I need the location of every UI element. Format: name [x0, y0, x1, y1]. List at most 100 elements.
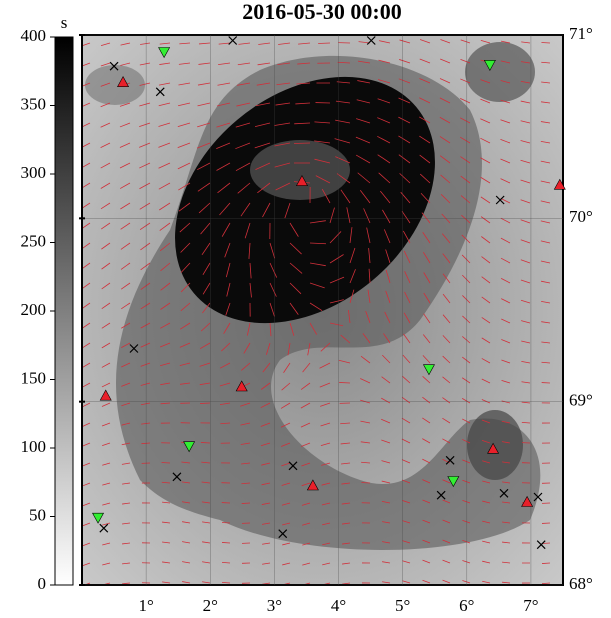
triangle-marker [483, 60, 496, 71]
flow-arrow [541, 321, 551, 324]
flow-arrow [440, 39, 451, 44]
flow-arrow [82, 322, 91, 329]
flow-arrow [422, 519, 431, 524]
flow-arrow [423, 272, 431, 284]
flow-arrow [540, 101, 551, 104]
flow-arrow [82, 522, 91, 527]
flow-arrow [480, 98, 491, 104]
flow-arrow [100, 222, 111, 230]
flow-arrow [281, 442, 291, 447]
colorbar-tick-label: 0 [38, 574, 47, 593]
flow-arrow [121, 422, 131, 426]
flow-arrow [159, 242, 171, 252]
flow-arrow [100, 202, 111, 210]
flow-arrow [158, 162, 171, 169]
flow-arrow [401, 396, 411, 404]
flow-arrow [314, 140, 331, 144]
flow-arrow [198, 42, 211, 45]
flow-arrow [240, 442, 251, 445]
flow-arrow [335, 119, 351, 124]
flow-arrow [442, 253, 451, 264]
flow-arrow [541, 301, 551, 304]
flow-arrow [349, 289, 355, 304]
flow-arrow [181, 501, 191, 504]
x-marker [129, 344, 139, 353]
flow-arrow [540, 260, 551, 264]
flow-arrow [139, 162, 151, 169]
flow-arrow [500, 138, 511, 144]
flow-arrow [360, 441, 371, 444]
chart-title: 2016-05-30 00:00 [242, 0, 401, 24]
flow-arrow [480, 79, 491, 84]
x-marker [288, 461, 298, 471]
flow-arrow [225, 262, 231, 278]
flow-arrow [220, 422, 231, 425]
flow-arrow [140, 242, 151, 251]
flow-arrow [269, 322, 272, 337]
flow-arrow [338, 359, 351, 364]
flow-arrow [289, 302, 299, 315]
flow-arrow [460, 59, 471, 64]
flow-arrow [541, 42, 551, 44]
flow-arrow [293, 142, 311, 144]
flow-arrow [501, 400, 511, 404]
flow-arrow [540, 200, 551, 204]
flow-arrow [402, 560, 411, 564]
flow-arrow [301, 442, 311, 447]
flow-arrow [162, 581, 171, 584]
flow-arrow [260, 442, 271, 447]
flow-arrow [381, 480, 391, 484]
flow-arrow [382, 561, 391, 564]
flow-arrow [382, 541, 391, 544]
flow-arrow [226, 282, 231, 297]
flow-arrow [265, 342, 271, 355]
flow-arrow [200, 402, 211, 404]
flow-arrow [139, 182, 151, 190]
triangle-marker [99, 389, 112, 401]
flow-arrow [440, 58, 451, 64]
flow-arrow [158, 122, 171, 127]
flow-arrow [520, 219, 531, 224]
x-marker [536, 540, 546, 550]
flow-arrow [119, 182, 131, 189]
flow-arrow [82, 342, 91, 349]
triangle-marker [521, 495, 534, 507]
flow-arrow [481, 236, 491, 244]
flow-arrow [342, 582, 351, 585]
flow-arrow [540, 220, 551, 224]
flow-arrow [197, 122, 211, 128]
flow-arrow [401, 438, 411, 444]
flow-arrow [101, 322, 111, 329]
flow-arrow [520, 140, 531, 144]
flow-arrow [139, 202, 151, 210]
flow-arrow [237, 82, 251, 86]
flow-arrow [419, 154, 431, 164]
flow-arrow [461, 234, 471, 244]
flow-arrow [500, 237, 511, 244]
flow-arrow [237, 62, 251, 66]
flow-arrow [385, 269, 391, 284]
flow-arrow [462, 439, 471, 444]
flow-arrow [541, 81, 551, 84]
flow-arrow [460, 78, 471, 84]
flow-arrow [439, 136, 451, 144]
flow-arrow [100, 42, 111, 47]
flow-arrow [422, 232, 431, 244]
flow-arrow [442, 335, 451, 344]
flow-arrow [502, 541, 511, 544]
flow-arrow [100, 82, 111, 87]
flow-arrow [422, 375, 431, 384]
x-tick-label: 5° [395, 596, 410, 615]
flow-arrow [384, 311, 391, 324]
flow-arrow [321, 482, 331, 486]
flow-arrow [255, 162, 271, 171]
flow-arrow [502, 521, 511, 524]
flow-arrow [289, 282, 302, 295]
flow-arrow [422, 355, 431, 364]
flow-arrow [480, 40, 491, 44]
flow-arrow [243, 342, 251, 354]
flow-arrow [261, 462, 271, 466]
flow-arrow [182, 521, 191, 524]
flow-arrow [122, 502, 131, 505]
flow-arrow [401, 211, 411, 224]
